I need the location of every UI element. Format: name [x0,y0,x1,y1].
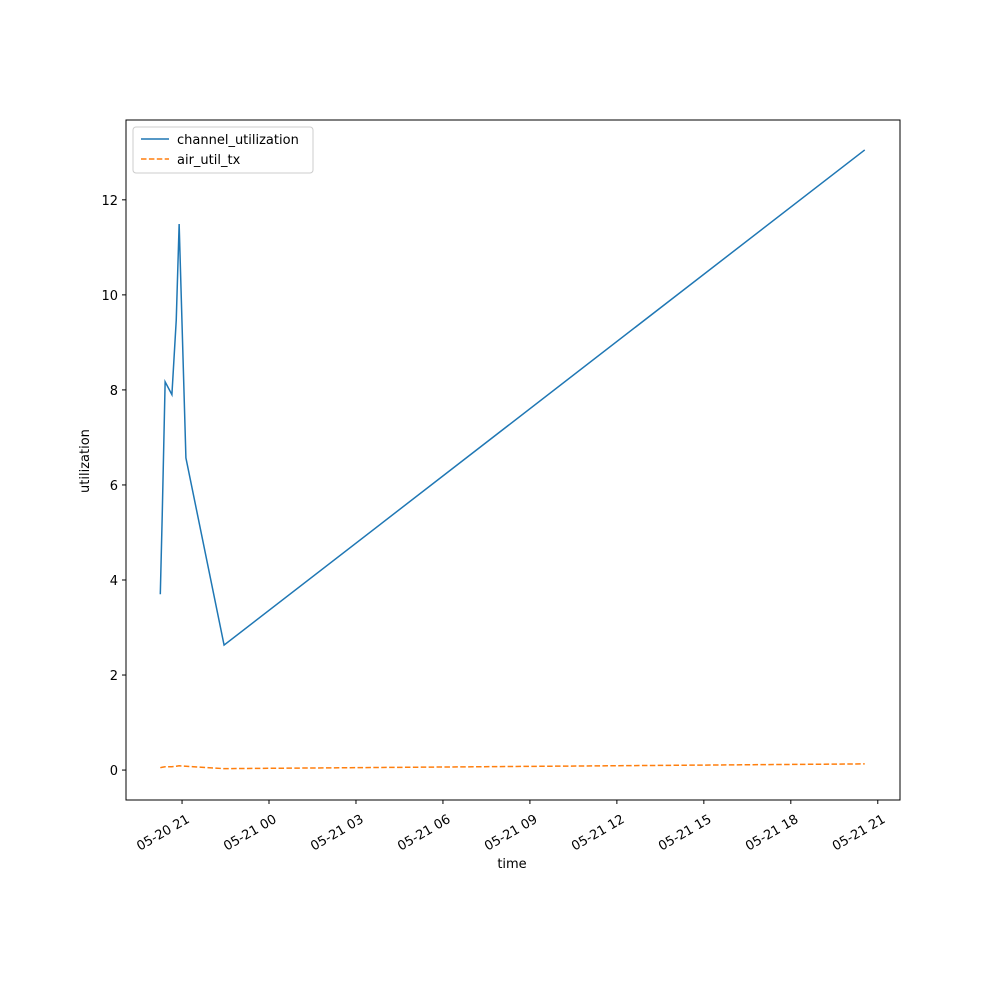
x-tick-label: 05-21 03 [308,812,366,854]
y-tick-label: 6 [110,479,118,494]
line [160,763,865,770]
legend-label: air_util_tx [177,153,241,168]
x-tick-label: 05-21 09 [482,812,540,854]
x-axis-label: time [497,857,526,872]
x-tick-label: 05-21 21 [830,812,888,854]
legend-box [132,126,314,174]
x-tick-label: 05-21 00 [221,812,279,854]
line [159,149,866,647]
legend-label: channel_utilization [177,133,299,148]
y-tick-label: 4 [110,574,118,589]
x-tick-label: 05-21 18 [743,812,801,854]
y-tick-label: 0 [110,764,118,779]
y-tick-label: 12 [101,194,118,209]
x-tick-label: 05-21 12 [569,812,627,854]
y-tick-label: 8 [110,384,118,399]
plot-frame [125,119,901,801]
x-tick-label: 05-20 21 [134,812,192,854]
x-tick-label: 05-21 15 [656,812,714,854]
x-tick-label: 05-21 06 [395,812,453,854]
y-tick-label: 10 [101,289,118,304]
y-tick-label: 2 [110,669,118,684]
y-axis-label: utilization [78,429,93,493]
